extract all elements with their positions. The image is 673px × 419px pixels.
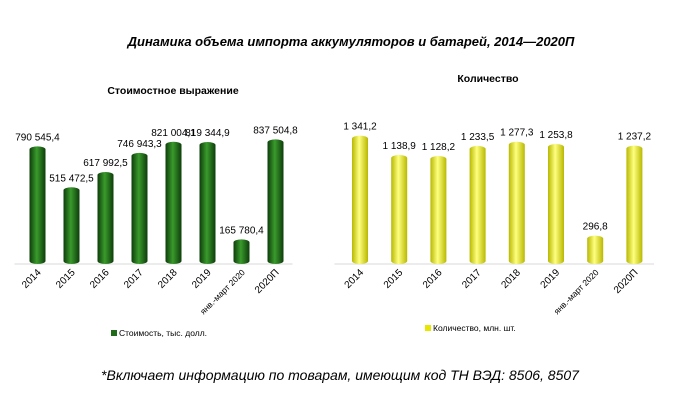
value-bar	[199, 142, 216, 264]
quantity-bar	[626, 145, 643, 264]
quantity-tick-label: 2015	[382, 267, 406, 291]
quantity-tick-label: 2020П	[612, 267, 641, 296]
value-bar	[233, 239, 250, 264]
value-legend: Стоимость, тыс. долл.	[111, 328, 207, 338]
value-tick-label: 2014	[20, 267, 44, 291]
quantity-bar	[508, 141, 525, 264]
value-value-label: 515 472,5	[49, 173, 94, 184]
quantity-tick-label: 2019	[539, 267, 563, 291]
value-value-label: 790 545,4	[15, 132, 60, 143]
value-tick-label: 2018	[156, 267, 180, 291]
quantity-legend-label: Количество, млн. шт.	[433, 323, 516, 333]
quantity-chart-subtitle: Количество	[457, 73, 518, 85]
value-bar	[63, 187, 80, 264]
quantity-bar	[352, 135, 368, 264]
value-tick-label: 2015	[54, 267, 78, 291]
value-bar	[29, 146, 46, 264]
quantity-value-label: 1 253,8	[539, 130, 573, 141]
quantity-tick-label: 2014	[343, 267, 367, 291]
value-value-label: 837 504,8	[253, 125, 298, 136]
value-tick-label: 2016	[88, 267, 112, 291]
value-legend-label: Стоимость, тыс. долл.	[119, 328, 207, 338]
quantity-value-label: 1 277,3	[500, 128, 534, 139]
quantity-bar	[391, 154, 408, 264]
quantity-bar	[587, 235, 604, 264]
quantity-tick-label: 2016	[421, 267, 445, 291]
quantity-bar	[548, 143, 564, 264]
quantity-bar	[430, 156, 447, 264]
quantity-value-label: 1 237,2	[618, 132, 652, 143]
value-bar	[97, 172, 114, 264]
value-tick-label: 2019	[190, 267, 214, 291]
value-tick-label: 2020П	[253, 267, 282, 296]
quantity-bar	[469, 145, 486, 264]
value-bar	[165, 141, 182, 264]
value-tick-label: 2017	[122, 267, 146, 291]
value-value-label: 821 004,1	[151, 128, 196, 139]
quantity-value-label: 296,8	[583, 222, 608, 233]
value-bar	[131, 152, 148, 264]
value-legend-swatch	[111, 330, 117, 336]
quantity-legend-swatch	[425, 325, 431, 331]
quantity-tick-label: 2017	[460, 267, 484, 291]
chart-title: Динамика объема импорта аккумуляторов и …	[127, 34, 575, 49]
quantity-bars: 1 341,2 2014 1 138,9 2015 1 128,2 2016 1 233,5…	[334, 122, 654, 316]
value-value-label: 617 992,5	[83, 158, 128, 169]
quantity-value-label: 1 233,5	[461, 132, 495, 143]
value-bar	[267, 139, 284, 264]
value-value-label: 165 780,4	[219, 225, 264, 236]
value-chart-subtitle: Стоимостное выражение	[107, 85, 238, 97]
quantity-legend: Количество, млн. шт.	[425, 323, 516, 333]
quantity-value-label: 1 128,2	[422, 142, 456, 153]
value-bars: 790 545,4 2014 515 472,5 2015 617 992,5 2016 7…	[14, 125, 298, 316]
quantity-tick-label: 2018	[499, 267, 523, 291]
value-value-label: 746 943,3	[117, 139, 162, 150]
value-value-label: 819 344,9	[185, 128, 230, 139]
footnote: *Включает информацию по товарам, имеющим…	[101, 367, 580, 383]
quantity-value-label: 1 138,9	[383, 141, 417, 152]
quantity-value-label: 1 341,2	[343, 122, 377, 133]
